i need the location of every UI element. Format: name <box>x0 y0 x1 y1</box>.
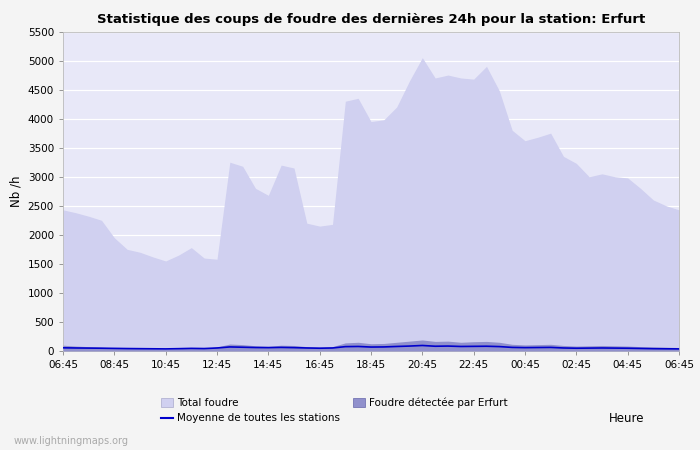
Text: www.lightningmaps.org: www.lightningmaps.org <box>14 436 129 446</box>
Legend: Total foudre, Moyenne de toutes les stations, Foudre détectée par Erfurt: Total foudre, Moyenne de toutes les stat… <box>160 398 508 423</box>
Y-axis label: Nb /h: Nb /h <box>9 176 22 207</box>
Title: Statistique des coups de foudre des dernières 24h pour la station: Erfurt: Statistique des coups de foudre des dern… <box>97 13 645 26</box>
Text: Heure: Heure <box>608 412 644 425</box>
